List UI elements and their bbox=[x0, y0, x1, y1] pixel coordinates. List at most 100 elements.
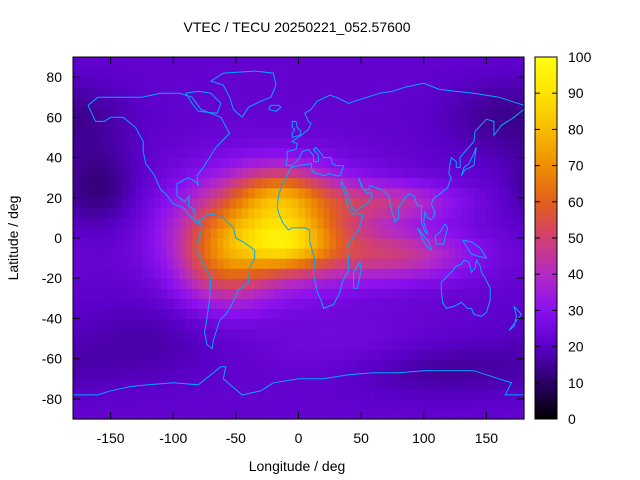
heat-cell bbox=[116, 167, 124, 179]
heat-cell bbox=[179, 197, 187, 209]
heat-cell bbox=[110, 137, 118, 149]
heat-cell bbox=[154, 308, 162, 320]
heat-cell bbox=[423, 278, 431, 289]
heat-cell bbox=[298, 217, 306, 229]
heat-cell bbox=[379, 187, 387, 199]
heat-cell bbox=[404, 147, 412, 159]
heat-cell bbox=[461, 308, 469, 320]
heat-cell bbox=[448, 157, 456, 169]
heat-cell bbox=[185, 197, 193, 209]
heat-cell bbox=[304, 398, 312, 410]
heat-cell bbox=[135, 288, 143, 299]
heat-cell bbox=[217, 77, 224, 88]
heat-cell bbox=[173, 338, 181, 350]
heat-cell bbox=[85, 388, 93, 400]
heat-cell bbox=[317, 97, 325, 108]
heat-cell bbox=[461, 157, 469, 169]
heat-cell bbox=[367, 147, 375, 159]
heat-cell bbox=[123, 378, 130, 390]
heat-cell bbox=[79, 378, 87, 390]
heat-cell bbox=[417, 328, 425, 340]
heat-cell bbox=[116, 398, 124, 410]
heat-cell bbox=[455, 398, 462, 410]
heat-cell bbox=[498, 378, 506, 390]
heat-cell bbox=[354, 338, 362, 350]
heat-cell bbox=[285, 217, 293, 229]
heat-cell bbox=[323, 358, 331, 370]
heat-cell bbox=[417, 388, 425, 400]
heat-cell bbox=[110, 308, 118, 320]
heat-cell bbox=[116, 268, 124, 279]
heat-cell bbox=[85, 117, 93, 128]
heat-cell bbox=[342, 388, 350, 400]
heat-cell bbox=[248, 107, 256, 118]
sumatra-coast bbox=[417, 227, 433, 252]
heat-cell bbox=[285, 328, 293, 340]
heat-cell bbox=[361, 358, 368, 370]
heat-cell bbox=[436, 157, 444, 169]
heat-cell bbox=[392, 368, 400, 380]
heat-cell bbox=[242, 368, 249, 380]
heat-cell bbox=[91, 278, 99, 289]
heat-cell bbox=[467, 368, 475, 380]
heat-cell bbox=[448, 107, 456, 118]
heat-cell bbox=[298, 378, 306, 390]
heat-cell bbox=[154, 248, 162, 259]
heat-cell bbox=[411, 57, 419, 68]
heat-cell bbox=[473, 318, 481, 330]
heat-cell bbox=[455, 248, 462, 259]
heat-cell bbox=[198, 137, 206, 149]
heat-cell bbox=[273, 117, 281, 128]
heat-cell bbox=[517, 388, 525, 400]
heat-cell bbox=[329, 338, 337, 350]
heat-cell bbox=[292, 167, 300, 179]
heat-cell bbox=[273, 207, 281, 219]
heat-cell bbox=[511, 288, 519, 299]
heat-cell bbox=[298, 187, 306, 199]
heat-cell bbox=[455, 177, 462, 189]
heat-cell bbox=[267, 57, 275, 68]
heat-cell bbox=[386, 77, 394, 88]
heat-cell bbox=[210, 378, 218, 390]
heat-cell bbox=[123, 117, 130, 128]
heat-cell bbox=[448, 187, 456, 199]
heat-cell bbox=[498, 268, 506, 279]
heat-cell bbox=[455, 278, 462, 289]
madagascar-coast bbox=[353, 260, 362, 289]
heat-cell bbox=[442, 97, 450, 108]
heat-cell bbox=[329, 147, 337, 159]
heat-cell bbox=[254, 117, 262, 128]
heat-cell bbox=[480, 157, 488, 169]
heat-cell bbox=[260, 157, 268, 169]
heat-cell bbox=[166, 107, 174, 118]
colorbar-tick-label: 70 bbox=[568, 158, 584, 174]
heat-cell bbox=[223, 278, 231, 289]
heat-cell bbox=[298, 207, 306, 219]
colorbar-tick-label: 80 bbox=[568, 121, 584, 137]
heat-cell bbox=[267, 227, 275, 239]
heat-cell bbox=[166, 238, 174, 249]
heat-cell bbox=[323, 268, 331, 279]
heat-cell bbox=[461, 278, 469, 289]
heat-cell bbox=[279, 378, 287, 390]
heat-cell bbox=[260, 117, 268, 128]
heat-cell bbox=[104, 248, 112, 259]
heat-cell bbox=[73, 127, 80, 139]
heat-cell bbox=[273, 227, 281, 239]
heat-cell bbox=[411, 107, 419, 118]
heat-cell bbox=[367, 298, 375, 309]
heat-cell bbox=[267, 248, 275, 259]
heat-cell bbox=[448, 137, 456, 149]
heat-cell bbox=[461, 67, 469, 78]
heat-cell bbox=[379, 177, 387, 189]
heat-cell bbox=[379, 388, 387, 400]
heat-cell bbox=[379, 308, 387, 320]
heat-cell bbox=[442, 388, 450, 400]
heat-cell bbox=[386, 117, 394, 128]
heat-cell bbox=[192, 67, 199, 78]
heat-cell bbox=[98, 207, 105, 219]
heat-cell bbox=[348, 67, 356, 78]
heat-cell bbox=[179, 57, 187, 68]
heat-cell bbox=[473, 258, 481, 269]
heat-cell bbox=[342, 217, 350, 229]
